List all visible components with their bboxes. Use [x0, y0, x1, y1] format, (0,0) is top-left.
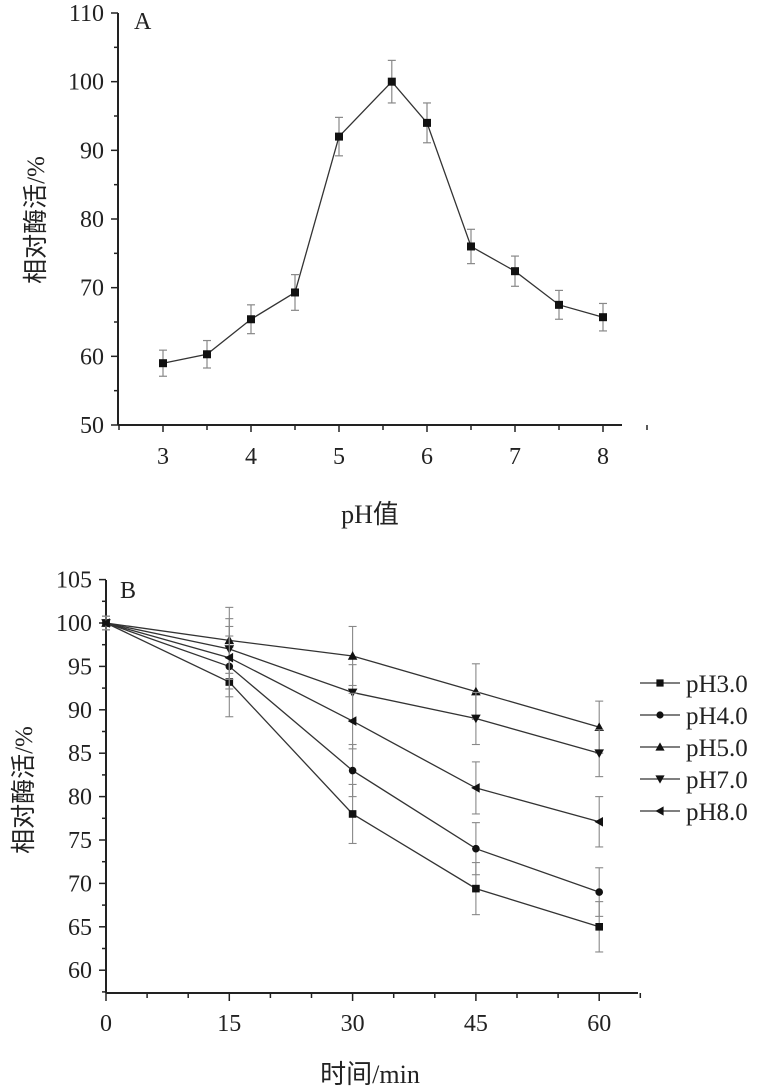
y-tick-label: 75 — [68, 828, 92, 854]
y-tick-label: 60 — [80, 344, 104, 370]
data-point-pH5.0 — [347, 651, 358, 660]
data-point-pH7.0 — [471, 714, 481, 724]
legend-label: pH8.0 — [686, 799, 748, 826]
y-tick-label: 80 — [80, 207, 104, 233]
data-point — [291, 288, 299, 297]
data-point — [555, 300, 563, 309]
legend-label: pH5.0 — [686, 735, 748, 762]
data-point — [511, 267, 519, 276]
x-tick-label: 45 — [464, 1011, 488, 1037]
x-tick-label: 3 — [157, 444, 169, 470]
data-point-pH4.0 — [472, 844, 480, 853]
y-tick-label: 70 — [68, 871, 92, 897]
x-tick-label: 8 — [597, 444, 609, 470]
panel-label: A — [134, 9, 152, 35]
data-point-pH8.0 — [594, 816, 603, 827]
data-point-pH5.0 — [594, 722, 604, 731]
y-tick-label: 100 — [68, 70, 104, 96]
x-tick-label: 15 — [217, 1011, 241, 1037]
data-point — [423, 118, 431, 127]
legend-label: pH4.0 — [686, 703, 748, 730]
y-tick-label: 60 — [68, 958, 92, 984]
data-point-pH8.0 — [347, 716, 357, 726]
legend-marker — [655, 742, 665, 751]
chart-b: 60 65 70 75 80 85 90 95 100 105 0 15 30 45 60 时间/min 相对酶… — [10, 568, 748, 1089]
data-point-pH7.0 — [594, 749, 604, 758]
y-tick-label: 70 — [80, 276, 104, 302]
y-tick-label: 90 — [80, 138, 104, 164]
legend-marker — [655, 806, 664, 816]
y-tick-label: 65 — [68, 915, 92, 941]
data-point — [247, 315, 255, 324]
chart-a: 50 60 70 80 90 100 110 3 4 5 6 7 8 pH值 相对酶活/% A — [22, 1, 648, 529]
data-point — [599, 313, 607, 322]
x-tick-label: 4 — [245, 444, 257, 470]
legend-marker — [655, 775, 665, 784]
series-line — [162, 80, 604, 364]
legend-label: pH3.0 — [686, 671, 748, 698]
x-tick-label: 60 — [587, 1011, 611, 1037]
data-point-pH8.0 — [471, 783, 480, 793]
data-point — [335, 132, 343, 141]
data-point — [203, 350, 211, 359]
legend-marker — [656, 711, 664, 719]
legend-marker — [656, 679, 664, 687]
data-point-pH8.0 — [101, 618, 110, 628]
y-tick-label: 85 — [68, 741, 92, 767]
x-tick-label: 30 — [341, 1011, 365, 1037]
y-tick-label: 90 — [68, 698, 92, 724]
data-point-pH3.0 — [595, 923, 603, 931]
y-tick-label: 50 — [80, 413, 104, 439]
panel-label: B — [120, 578, 136, 604]
y-tick-label: 95 — [68, 654, 92, 680]
legend-label: pH7.0 — [686, 767, 748, 794]
y-tick-label: 100 — [56, 611, 92, 637]
data-point — [467, 242, 475, 251]
data-point — [387, 77, 396, 86]
data-point — [159, 359, 167, 368]
y-axis-label: 相对酶活/% — [22, 156, 50, 284]
x-tick-label: 6 — [421, 444, 433, 470]
data-point-pH8.0 — [224, 652, 234, 663]
y-tick-label: 80 — [68, 785, 92, 811]
data-point-pH4.0 — [348, 766, 357, 775]
y-tick-label: 110 — [69, 1, 104, 27]
data-point-pH4.0 — [595, 888, 603, 896]
x-tick-label: 0 — [100, 1011, 112, 1037]
data-point-pH5.0 — [471, 686, 481, 696]
y-axis-label: 相对酶活/% — [10, 726, 38, 854]
x-axis-label: pH值 — [341, 500, 399, 529]
x-axis-label: 时间/min — [320, 1060, 420, 1089]
x-tick-label: 7 — [509, 444, 521, 470]
y-tick-label: 105 — [56, 568, 92, 594]
x-tick-label: 5 — [333, 444, 345, 470]
data-point-pH3.0 — [348, 810, 357, 818]
data-point-pH3.0 — [472, 884, 480, 893]
